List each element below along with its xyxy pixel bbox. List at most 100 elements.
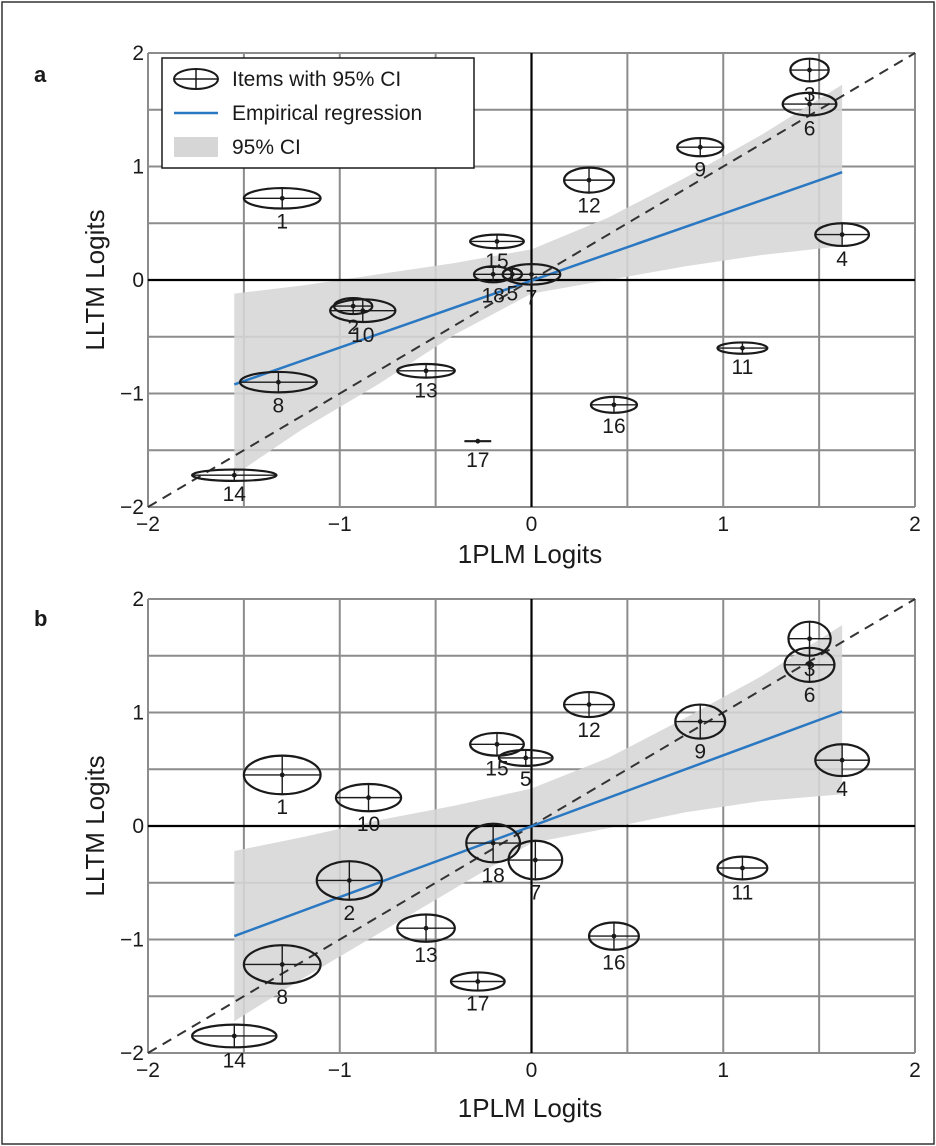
item-label: 14 xyxy=(223,1049,247,1072)
item-10: 10 xyxy=(329,298,397,347)
y-tick-label: −2 xyxy=(120,1042,144,1065)
item-10: 10 xyxy=(334,782,403,836)
item-18: 18 xyxy=(472,265,514,307)
item-label: 9 xyxy=(694,158,706,181)
item-label: 17 xyxy=(466,449,489,472)
legend-entry-items: Items with 95% CI xyxy=(232,68,401,91)
item-label: 12 xyxy=(577,195,600,218)
item-point xyxy=(529,271,534,277)
item-14: 14 xyxy=(191,468,278,506)
item-label: 15 xyxy=(485,758,508,781)
y-tick-label: 2 xyxy=(132,588,144,611)
item-label: 16 xyxy=(602,952,625,975)
x-tick-label: −2 xyxy=(136,1059,160,1082)
item-point xyxy=(490,840,496,846)
item-point xyxy=(494,741,500,747)
item-label: 5 xyxy=(506,282,518,305)
panel-a-x-axis-label: 1PLM Logits xyxy=(458,539,603,569)
x-tick-label: 2 xyxy=(909,513,921,536)
item-label: 1 xyxy=(276,796,288,819)
item-point xyxy=(423,368,429,374)
item-13: 13 xyxy=(396,913,456,967)
item-8: 8 xyxy=(242,944,322,1009)
item-point xyxy=(697,719,703,724)
item-17: 17 xyxy=(449,971,506,1016)
panel-a-regression-line xyxy=(233,170,843,386)
item-point xyxy=(366,795,371,801)
item-point xyxy=(807,662,812,668)
item-point xyxy=(346,878,352,883)
legend-entry-ci: 95% CI xyxy=(232,136,301,159)
item-4: 4 xyxy=(814,222,871,271)
item-label: 13 xyxy=(414,380,437,403)
panel-b-y-axis-label: LLTM Logits xyxy=(80,755,110,896)
item-label: 18 xyxy=(481,864,504,887)
item-6: 6 xyxy=(783,646,836,707)
item-point xyxy=(523,755,529,761)
item-label: 13 xyxy=(414,944,437,967)
item-label: 4 xyxy=(836,778,848,801)
item-point xyxy=(279,962,285,967)
item-point xyxy=(423,925,429,931)
item-point xyxy=(839,232,845,238)
y-tick-label: −2 xyxy=(120,496,144,519)
item-point xyxy=(586,702,592,707)
item-17: 17 xyxy=(464,438,492,472)
item-label: 8 xyxy=(273,394,285,417)
x-tick-label: 1 xyxy=(717,1059,729,1082)
item-point xyxy=(839,757,845,763)
item-label: 8 xyxy=(276,986,288,1009)
y-tick-label: −1 xyxy=(120,383,144,406)
panel-b-label: b xyxy=(34,606,47,631)
y-tick-label: 2 xyxy=(132,42,144,65)
legend-ci-swatch xyxy=(174,137,218,157)
item-point xyxy=(494,239,500,244)
item-18: 18 xyxy=(465,822,522,887)
item-label: 6 xyxy=(804,117,816,140)
item-16: 16 xyxy=(587,921,640,975)
item-label: 11 xyxy=(732,881,754,904)
item-point xyxy=(532,857,538,863)
x-tick-label: 0 xyxy=(526,513,538,536)
item-point xyxy=(350,303,356,309)
item-label: 2 xyxy=(347,316,359,339)
item-label: 2 xyxy=(343,902,355,925)
y-tick-label: 0 xyxy=(132,269,144,292)
item-12: 12 xyxy=(562,166,616,218)
y-tick-label: 1 xyxy=(132,702,144,725)
item-9: 9 xyxy=(676,137,725,181)
item-point xyxy=(740,345,745,351)
item-point xyxy=(490,271,496,277)
item-point xyxy=(231,1033,237,1039)
item-1: 1 xyxy=(242,186,322,233)
item-4: 4 xyxy=(814,743,871,801)
item-label: 7 xyxy=(526,287,538,310)
x-tick-label: −1 xyxy=(328,1059,352,1082)
item-point xyxy=(807,67,812,73)
item-point xyxy=(611,402,617,408)
item-point xyxy=(807,101,812,107)
item-point xyxy=(360,308,366,314)
panel-a-label: a xyxy=(34,62,47,87)
legend-ellipse-icon xyxy=(173,68,219,90)
item-label: 4 xyxy=(836,248,848,271)
y-tick-label: 1 xyxy=(132,156,144,179)
panel-a-y-axis-label: LLTM Logits xyxy=(80,209,110,350)
item-label: 5 xyxy=(520,768,532,791)
item-2: 2 xyxy=(315,860,384,925)
item-point xyxy=(279,195,285,201)
item-15: 15 xyxy=(469,731,525,781)
item-12: 12 xyxy=(562,690,616,742)
item-point xyxy=(740,865,745,871)
item-label: 10 xyxy=(357,813,380,836)
item-label: 11 xyxy=(732,356,754,379)
item-point xyxy=(475,438,481,444)
item-9: 9 xyxy=(674,703,727,764)
item-point xyxy=(279,772,285,778)
item-11: 11 xyxy=(716,341,769,379)
